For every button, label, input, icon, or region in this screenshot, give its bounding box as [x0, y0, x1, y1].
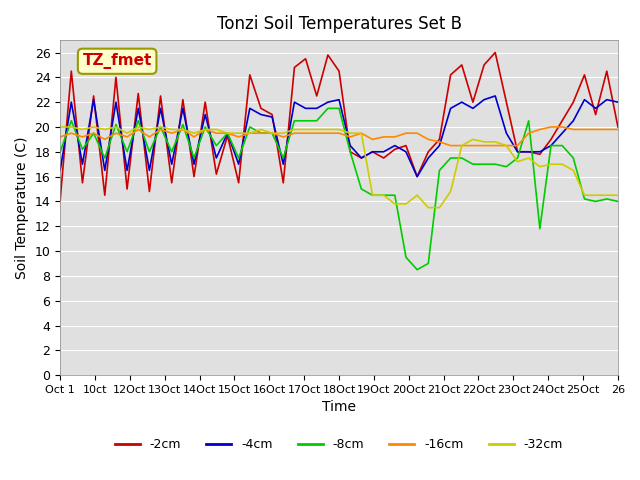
Line: -32cm: -32cm	[60, 127, 618, 208]
Legend: -2cm, -4cm, -8cm, -16cm, -32cm: -2cm, -4cm, -8cm, -16cm, -32cm	[110, 433, 568, 456]
-8cm	[603, 196, 611, 202]
-4cm	[223, 130, 231, 136]
-32cm	[235, 130, 243, 136]
-4cm	[492, 93, 499, 99]
-8cm	[235, 155, 243, 161]
Line: -2cm: -2cm	[60, 52, 618, 200]
-2cm	[458, 62, 465, 68]
-8cm	[447, 155, 454, 161]
Y-axis label: Soil Temperature (C): Soil Temperature (C)	[15, 136, 29, 279]
-16cm	[56, 134, 64, 140]
-8cm	[480, 161, 488, 167]
Text: TZ_fmet: TZ_fmet	[83, 53, 152, 69]
-16cm	[424, 136, 432, 142]
-2cm	[424, 149, 432, 155]
-4cm	[413, 174, 421, 180]
-4cm	[56, 168, 64, 173]
-8cm	[614, 199, 622, 204]
-32cm	[56, 124, 64, 130]
-8cm	[56, 149, 64, 155]
-2cm	[223, 133, 231, 139]
-32cm	[424, 205, 432, 211]
-2cm	[614, 124, 622, 130]
-32cm	[223, 130, 231, 136]
-16cm	[547, 124, 555, 130]
-2cm	[56, 197, 64, 203]
-16cm	[179, 127, 187, 132]
Line: -4cm: -4cm	[60, 96, 618, 177]
-2cm	[179, 97, 187, 103]
-16cm	[603, 127, 611, 132]
-8cm	[179, 121, 187, 127]
Line: -8cm: -8cm	[60, 108, 618, 270]
-16cm	[223, 130, 231, 136]
-16cm	[614, 127, 622, 132]
-4cm	[469, 106, 477, 111]
-4cm	[614, 99, 622, 105]
-2cm	[603, 68, 611, 74]
-32cm	[179, 127, 187, 132]
-8cm	[413, 267, 421, 273]
-32cm	[614, 192, 622, 198]
-2cm	[492, 49, 499, 55]
-16cm	[447, 143, 454, 148]
-2cm	[235, 180, 243, 186]
-8cm	[223, 130, 231, 136]
-32cm	[603, 192, 611, 198]
-8cm	[324, 106, 332, 111]
-4cm	[179, 106, 187, 111]
-4cm	[235, 161, 243, 167]
X-axis label: Time: Time	[322, 400, 356, 414]
-32cm	[436, 205, 444, 211]
-16cm	[469, 143, 477, 148]
Line: -16cm: -16cm	[60, 127, 618, 145]
-4cm	[436, 143, 444, 148]
-32cm	[469, 136, 477, 142]
Title: Tonzi Soil Temperatures Set B: Tonzi Soil Temperatures Set B	[216, 15, 461, 33]
-4cm	[603, 97, 611, 103]
-16cm	[235, 134, 243, 140]
